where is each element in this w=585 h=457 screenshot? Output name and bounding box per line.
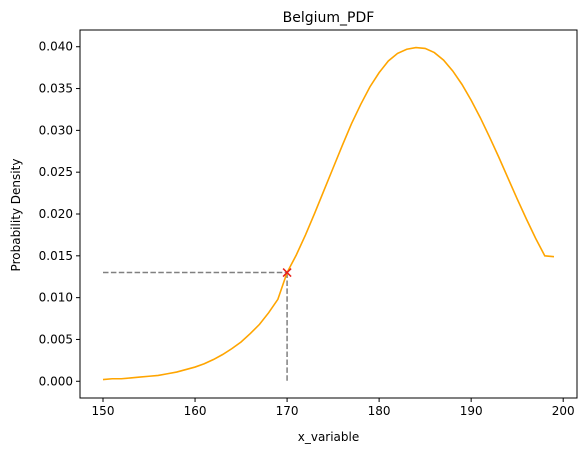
y-tick-label: 0.010	[39, 291, 73, 305]
y-tick-label: 0.025	[39, 165, 73, 179]
y-tick-label: 0.000	[39, 374, 73, 388]
x-tick-label: 170	[276, 404, 299, 418]
y-axis: 0.000 0.005 0.010 0.015 0.020 0.025 0.030 0.035…	[39, 40, 80, 388]
y-tick-label: 0.015	[39, 249, 73, 263]
x-axis: 150 160 170 180 190 200	[92, 398, 575, 418]
y-axis-label: Probability Density	[9, 159, 23, 272]
y-tick-label: 0.030	[39, 123, 73, 137]
x-tick-label: 150	[92, 404, 115, 418]
x-tick-label: 200	[552, 404, 575, 418]
y-tick-label: 0.040	[39, 40, 73, 54]
x-tick-label: 160	[184, 404, 207, 418]
point-marker	[282, 268, 292, 278]
series-line-0	[102, 46, 555, 381]
chart-title: Belgium_PDF	[283, 10, 375, 26]
plot-area	[79, 29, 578, 399]
x-tick-label: 190	[460, 404, 483, 418]
x-axis-label: x_variable	[298, 430, 360, 444]
y-tick-label: 0.035	[39, 82, 73, 96]
plot-frame	[79, 29, 578, 399]
y-tick-label: 0.005	[39, 332, 73, 346]
x-tick-label: 180	[368, 404, 391, 418]
y-tick-label: 0.020	[39, 207, 73, 221]
